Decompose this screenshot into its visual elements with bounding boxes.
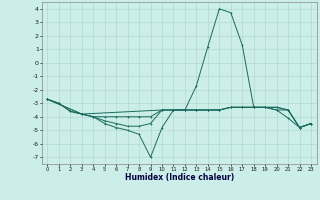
X-axis label: Humidex (Indice chaleur): Humidex (Indice chaleur) (124, 173, 234, 182)
